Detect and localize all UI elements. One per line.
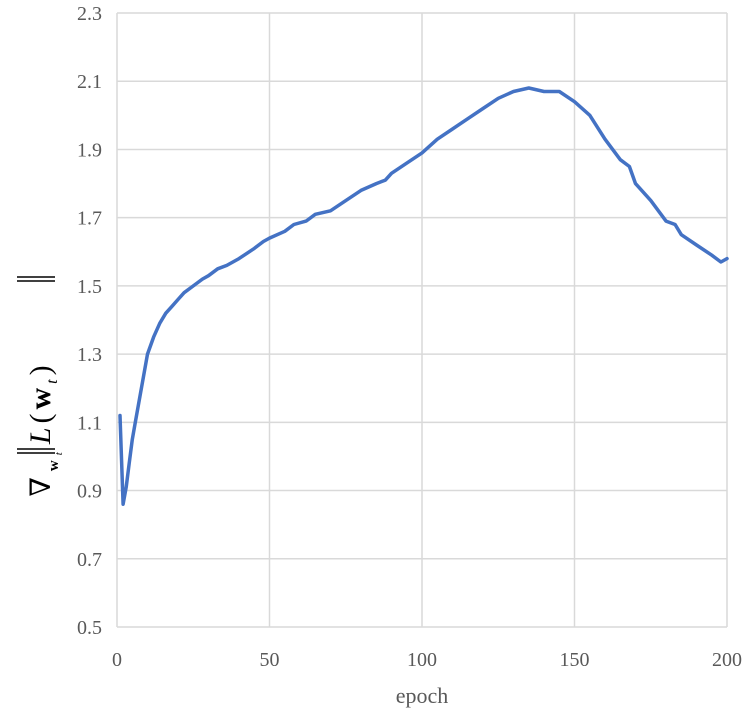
y-axis-tick-labels: 0.5 0.7 0.9 1.1 1.3 1.5 1.7 1.9 2.1 2.3 bbox=[77, 3, 102, 639]
nabla-subscript-index: t bbox=[53, 451, 65, 455]
y-tick-label: 1.5 bbox=[77, 276, 102, 298]
x-axis-tick-labels: 0 50 100 150 200 bbox=[112, 649, 742, 671]
y-tick-label: 0.7 bbox=[77, 549, 102, 571]
x-tick-label: 0 bbox=[112, 649, 122, 671]
x-tick-label: 50 bbox=[260, 649, 280, 671]
grid bbox=[116, 12, 728, 628]
loss-function-symbol: L bbox=[24, 427, 57, 445]
weight-symbol: w bbox=[24, 387, 57, 409]
x-tick-label: 100 bbox=[407, 649, 437, 671]
y-tick-label: 2.3 bbox=[77, 3, 102, 25]
nabla-symbol: ∇ bbox=[26, 477, 57, 497]
y-tick-label: 2.1 bbox=[77, 71, 102, 93]
y-tick-label: 0.9 bbox=[77, 481, 102, 503]
nabla-subscript: w bbox=[46, 460, 62, 471]
series-line bbox=[118, 86, 729, 506]
y-tick-label: 1.3 bbox=[77, 344, 102, 366]
weight-index: t bbox=[44, 379, 61, 384]
y-tick-label: 1.7 bbox=[77, 208, 102, 230]
x-tick-label: 150 bbox=[560, 649, 590, 671]
close-paren: ) bbox=[24, 365, 57, 375]
svg-text:∇ w t L: ∇ w t L ( w t ) bbox=[24, 365, 66, 496]
open-paren: ( bbox=[24, 413, 57, 423]
y-tick-label: 1.1 bbox=[77, 412, 102, 434]
y-axis-label: ∇ w t L ( w t ) bbox=[17, 276, 66, 497]
y-tick-label: 1.9 bbox=[77, 139, 102, 161]
y-tick-label: 0.5 bbox=[77, 617, 102, 639]
x-tick-label: 200 bbox=[712, 649, 742, 671]
x-axis-label: epoch bbox=[396, 683, 449, 708]
series-layer bbox=[118, 86, 729, 506]
